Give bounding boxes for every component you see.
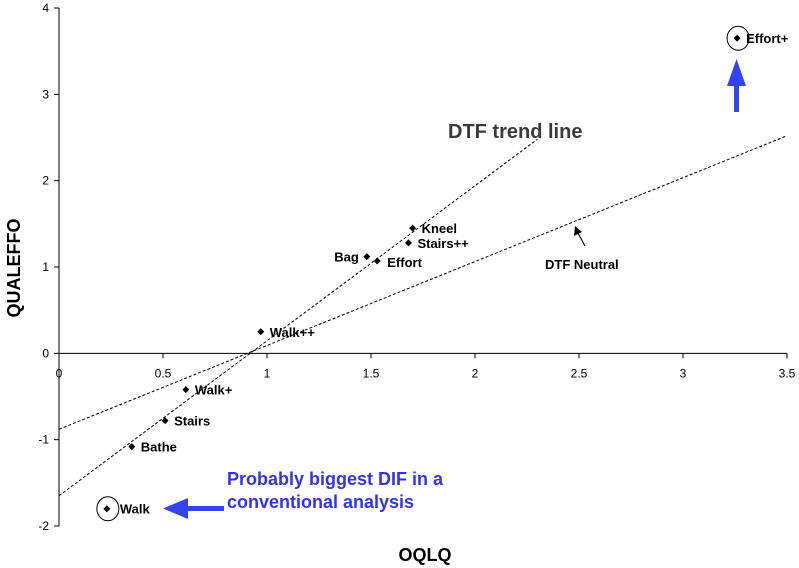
point-marker-walk bbox=[103, 505, 111, 513]
y-tick-label: 2 bbox=[42, 174, 49, 188]
x-tick-label: 1 bbox=[264, 366, 271, 380]
x-tick-label: 1.5 bbox=[363, 366, 380, 380]
point-marker-walkpp bbox=[257, 328, 265, 336]
point-marker-kneel bbox=[409, 224, 417, 232]
x-axis-title: OQLQ bbox=[399, 545, 452, 565]
point-marker-stairs bbox=[161, 417, 169, 425]
dtf-trend-line bbox=[58, 138, 538, 497]
y-tick-label: 0 bbox=[42, 346, 49, 360]
y-axis-ticks: -2 -1 0 1 2 3 4 bbox=[38, 1, 59, 533]
point-label-walkpp: Walk++ bbox=[270, 325, 315, 340]
y-axis-title: QUALEFFO bbox=[4, 219, 24, 318]
x-tick-label: 0 bbox=[56, 366, 63, 380]
point-marker-walkp bbox=[182, 386, 190, 394]
point-label-walk: Walk bbox=[120, 502, 151, 517]
point-marker-bathe bbox=[128, 443, 136, 451]
point-marker-effortp bbox=[733, 34, 741, 42]
point-label-effortp: Effort+ bbox=[746, 31, 789, 46]
point-marker-stairspp bbox=[404, 239, 412, 247]
trend-line-label: DTF trend line bbox=[448, 121, 582, 143]
x-tick-label: 2.5 bbox=[571, 366, 588, 380]
point-marker-bag bbox=[363, 253, 371, 261]
dtf-neutral-line bbox=[58, 135, 788, 430]
point-label-effort: Effort bbox=[387, 255, 422, 270]
point-marker-effort bbox=[373, 257, 381, 265]
dif-annotation-line2: conventional analysis bbox=[227, 492, 414, 512]
neutral-line-label: DTF Neutral bbox=[545, 257, 619, 272]
x-tick-label: 3 bbox=[680, 366, 687, 380]
y-tick-label: 1 bbox=[42, 260, 49, 274]
reference-lines bbox=[58, 135, 788, 497]
point-label-stairs: Stairs bbox=[174, 414, 210, 429]
point-label-walkp: Walk+ bbox=[195, 383, 233, 398]
y-tick-label: -2 bbox=[38, 519, 49, 533]
point-label-stairspp: Stairs++ bbox=[417, 236, 469, 251]
effort-plus-up-arrow bbox=[727, 59, 746, 112]
point-label-bag: Bag bbox=[334, 250, 359, 265]
highlight-circle-walk bbox=[96, 496, 120, 522]
x-tick-label: 0.5 bbox=[155, 366, 172, 380]
highlight-circle-effortp bbox=[726, 25, 750, 51]
x-axis-ticks: 0 0.5 1 1.5 2 2.5 3 3.5 bbox=[56, 353, 796, 380]
x-tick-label: 2 bbox=[472, 366, 479, 380]
neutral-pointer-arrow bbox=[574, 226, 586, 247]
point-label-kneel: Kneel bbox=[422, 221, 457, 236]
walk-left-arrow bbox=[163, 498, 224, 519]
point-label-bathe: Bathe bbox=[141, 440, 177, 455]
dif-annotation-line1: Probably biggest DIF in a bbox=[227, 469, 444, 489]
y-tick-label: -1 bbox=[38, 433, 49, 447]
y-tick-label: 4 bbox=[42, 1, 49, 15]
x-tick-label: 3.5 bbox=[779, 366, 796, 380]
y-tick-label: 3 bbox=[42, 87, 49, 101]
